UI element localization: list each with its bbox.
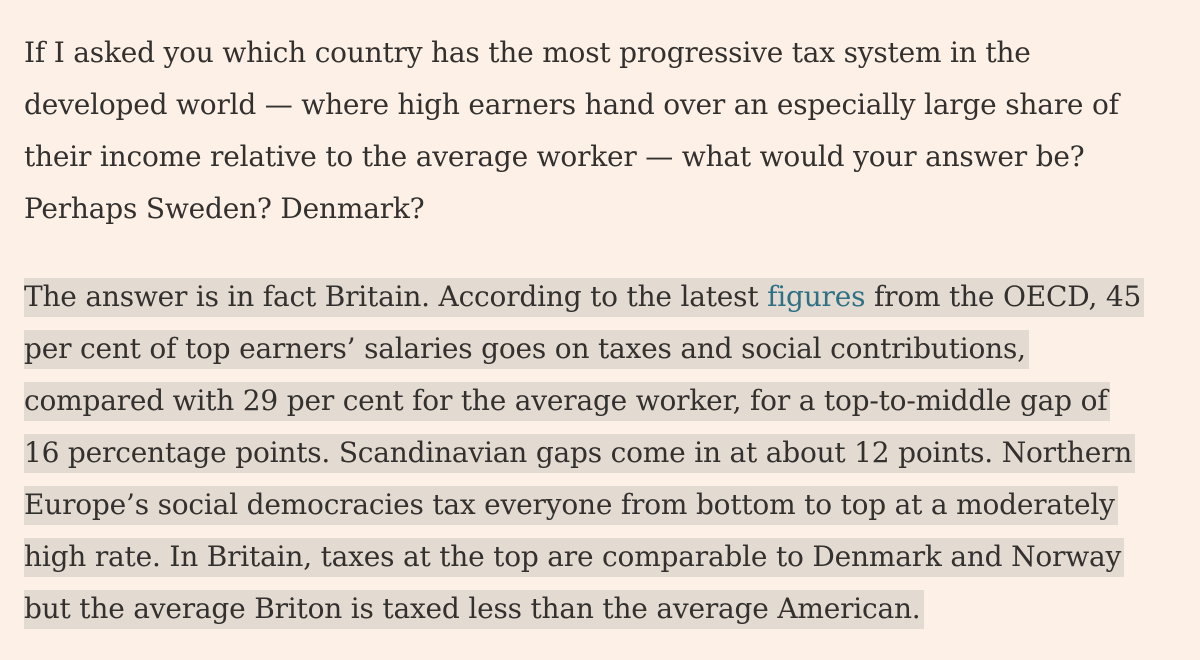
paragraph-line: The answer is in fact Britain. According… bbox=[24, 271, 1194, 323]
paragraph-line: but the average Briton is taxed less tha… bbox=[24, 583, 1194, 635]
paragraph-line: compared with 29 per cent for the averag… bbox=[24, 375, 1194, 427]
paragraph-line: high rate. In Britain, taxes at the top … bbox=[24, 531, 1194, 583]
paragraph-highlighted[interactable]: The answer is in fact Britain. According… bbox=[24, 271, 1194, 635]
paragraph-line: per cent of top earners’ salaries goes o… bbox=[24, 323, 1194, 375]
article-body: If I asked you which country has the mos… bbox=[24, 27, 1194, 635]
highlighted-text: 16 percentage points. Scandinavian gaps … bbox=[24, 434, 1136, 473]
highlighted-text: compared with 29 per cent for the averag… bbox=[24, 382, 1111, 421]
highlighted-text: high rate. In Britain, taxes at the top … bbox=[24, 538, 1125, 577]
highlighted-text: Europe’s social democracies tax everyone… bbox=[24, 486, 1118, 525]
paragraph-line: Europe’s social democracies tax everyone… bbox=[24, 479, 1194, 531]
paragraph-line: Perhaps Sweden? Denmark? bbox=[24, 192, 425, 225]
paragraph-line: If I asked you which country has the mos… bbox=[24, 36, 1031, 69]
highlighted-text: but the average Briton is taxed less tha… bbox=[24, 590, 924, 629]
paragraph-line: their income relative to the average wor… bbox=[24, 140, 1085, 173]
highlighted-text: The answer is in fact Britain. According… bbox=[24, 278, 1145, 317]
figures-link[interactable]: figures bbox=[767, 280, 866, 313]
paragraph-line: 16 percentage points. Scandinavian gaps … bbox=[24, 427, 1194, 479]
paragraph-intro: If I asked you which country has the mos… bbox=[24, 27, 1194, 235]
line-text-after-link: from the OECD, 45 bbox=[865, 280, 1142, 313]
line-text-before-link: The answer is in fact Britain. According… bbox=[24, 280, 768, 313]
highlighted-text: per cent of top earners’ salaries goes o… bbox=[24, 330, 1029, 369]
paragraph-line: developed world — where high earners han… bbox=[24, 88, 1119, 121]
